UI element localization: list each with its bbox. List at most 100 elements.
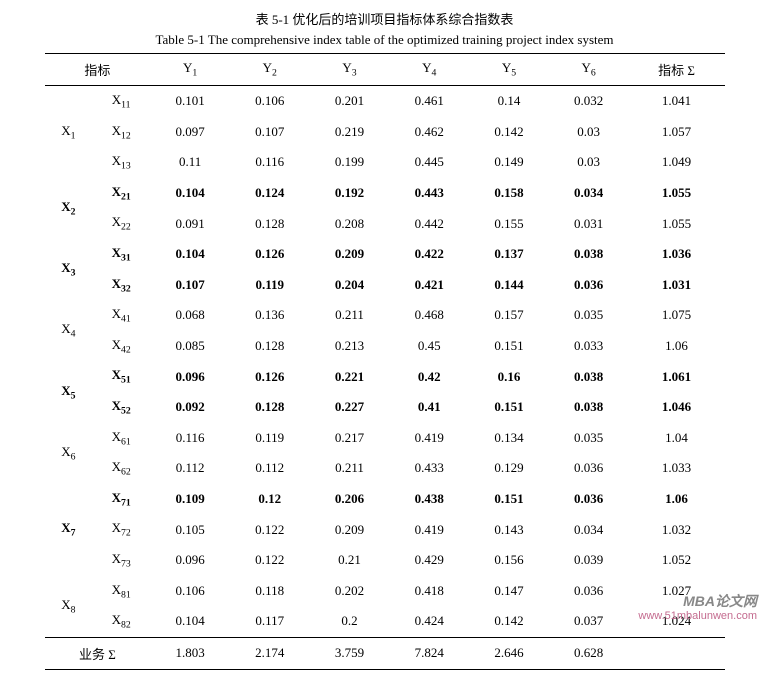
cell: 0.422 (389, 239, 469, 270)
col-y3: Y3 (310, 54, 390, 86)
cell: 1.06 (629, 484, 725, 515)
cell: 1.032 (629, 514, 725, 545)
cell: 0.157 (469, 300, 549, 331)
table-row: X1X110.1010.1060.2010.4610.140.0321.041 (45, 86, 725, 117)
table-row: X820.1040.1170.20.4240.1420.0371.024 (45, 606, 725, 637)
cell: 0.202 (310, 576, 390, 607)
cell: 0.147 (469, 576, 549, 607)
cell: 0.424 (389, 606, 469, 637)
cell: 0.03 (549, 147, 629, 178)
cell: 0.128 (230, 208, 310, 239)
cell: 0.438 (389, 484, 469, 515)
row-label: X81 (92, 576, 150, 607)
group-label: X7 (45, 484, 93, 576)
cell: 0.035 (549, 300, 629, 331)
cell: 0.142 (469, 117, 549, 148)
cell: 0.036 (549, 484, 629, 515)
cell: 0.116 (150, 423, 230, 454)
cell: 0.068 (150, 300, 230, 331)
col-y6: Y6 (549, 54, 629, 86)
cell: 0.104 (150, 178, 230, 209)
cell: 1.055 (629, 178, 725, 209)
cell: 0.03 (549, 117, 629, 148)
table-row: X5X510.0960.1260.2210.420.160.0381.061 (45, 361, 725, 392)
cell: 0.036 (549, 270, 629, 301)
cell: 0.192 (310, 178, 390, 209)
cell: 0.126 (230, 361, 310, 392)
row-label: X61 (92, 423, 150, 454)
cell: 2.646 (469, 637, 549, 669)
cell: 1.06 (629, 331, 725, 362)
cell: 7.824 (389, 637, 469, 669)
cell: 0.11 (150, 147, 230, 178)
row-label: X62 (92, 453, 150, 484)
cell: 0.136 (230, 300, 310, 331)
cell: 0.117 (230, 606, 310, 637)
col-sum: 指标 Σ (629, 54, 725, 86)
cell: 0.128 (230, 392, 310, 423)
table-row: X8X810.1060.1180.2020.4180.1470.0361.027 (45, 576, 725, 607)
cell: 0.12 (230, 484, 310, 515)
row-label: X52 (92, 392, 150, 423)
cell: 0.036 (549, 576, 629, 607)
table-row: X220.0910.1280.2080.4420.1550.0311.055 (45, 208, 725, 239)
cell: 0.142 (469, 606, 549, 637)
cell: 0.126 (230, 239, 310, 270)
group-label: X5 (45, 361, 93, 422)
cell: 0.419 (389, 423, 469, 454)
cell: 0.16 (469, 361, 549, 392)
cell: 1.055 (629, 208, 725, 239)
cell: 0.151 (469, 331, 549, 362)
group-label: X6 (45, 423, 93, 484)
cell: 1.031 (629, 270, 725, 301)
cell: 0.119 (230, 423, 310, 454)
cell: 1.057 (629, 117, 725, 148)
cell: 0.038 (549, 392, 629, 423)
cell: 0.151 (469, 484, 549, 515)
row-label: X72 (92, 514, 150, 545)
watermark: MBA论文网 www.51mbalunwen.com (638, 593, 757, 623)
group-label: X1 (45, 86, 93, 178)
row-label: X12 (92, 117, 150, 148)
cell: 2.174 (230, 637, 310, 669)
cell: 0.101 (150, 86, 230, 117)
cell: 0.419 (389, 514, 469, 545)
table-row: X620.1120.1120.2110.4330.1290.0361.033 (45, 453, 725, 484)
row-label: X42 (92, 331, 150, 362)
watermark-line1: MBA论文网 (638, 593, 757, 610)
cell: 0.158 (469, 178, 549, 209)
cell: 0.104 (150, 239, 230, 270)
cell: 0.118 (230, 576, 310, 607)
cell: 1.033 (629, 453, 725, 484)
group-label: X3 (45, 239, 93, 300)
cell: 0.211 (310, 453, 390, 484)
cell: 0.128 (230, 331, 310, 362)
cell: 0.221 (310, 361, 390, 392)
cell: 0.107 (230, 117, 310, 148)
cell: 0.106 (230, 86, 310, 117)
row-label: X13 (92, 147, 150, 178)
row-label: X41 (92, 300, 150, 331)
cell: 0.201 (310, 86, 390, 117)
cell: 1.04 (629, 423, 725, 454)
cell: 0.45 (389, 331, 469, 362)
cell: 0.096 (150, 545, 230, 576)
cell: 0.097 (150, 117, 230, 148)
cell: 0.134 (469, 423, 549, 454)
table-row: X7X710.1090.120.2060.4380.1510.0361.06 (45, 484, 725, 515)
table-row: X120.0970.1070.2190.4620.1420.031.057 (45, 117, 725, 148)
group-label: X8 (45, 576, 93, 638)
cell: 0.442 (389, 208, 469, 239)
table-row: X520.0920.1280.2270.410.1510.0381.046 (45, 392, 725, 423)
cell: 0.199 (310, 147, 390, 178)
cell: 0.035 (549, 423, 629, 454)
cell: 0.209 (310, 239, 390, 270)
cell: 0.129 (469, 453, 549, 484)
col-y1: Y1 (150, 54, 230, 86)
cell: 0.112 (150, 453, 230, 484)
cell: 0.433 (389, 453, 469, 484)
cell: 0.124 (230, 178, 310, 209)
cell: 0.105 (150, 514, 230, 545)
cell: 0.109 (150, 484, 230, 515)
watermark-line2: www.51mbalunwen.com (638, 610, 757, 623)
